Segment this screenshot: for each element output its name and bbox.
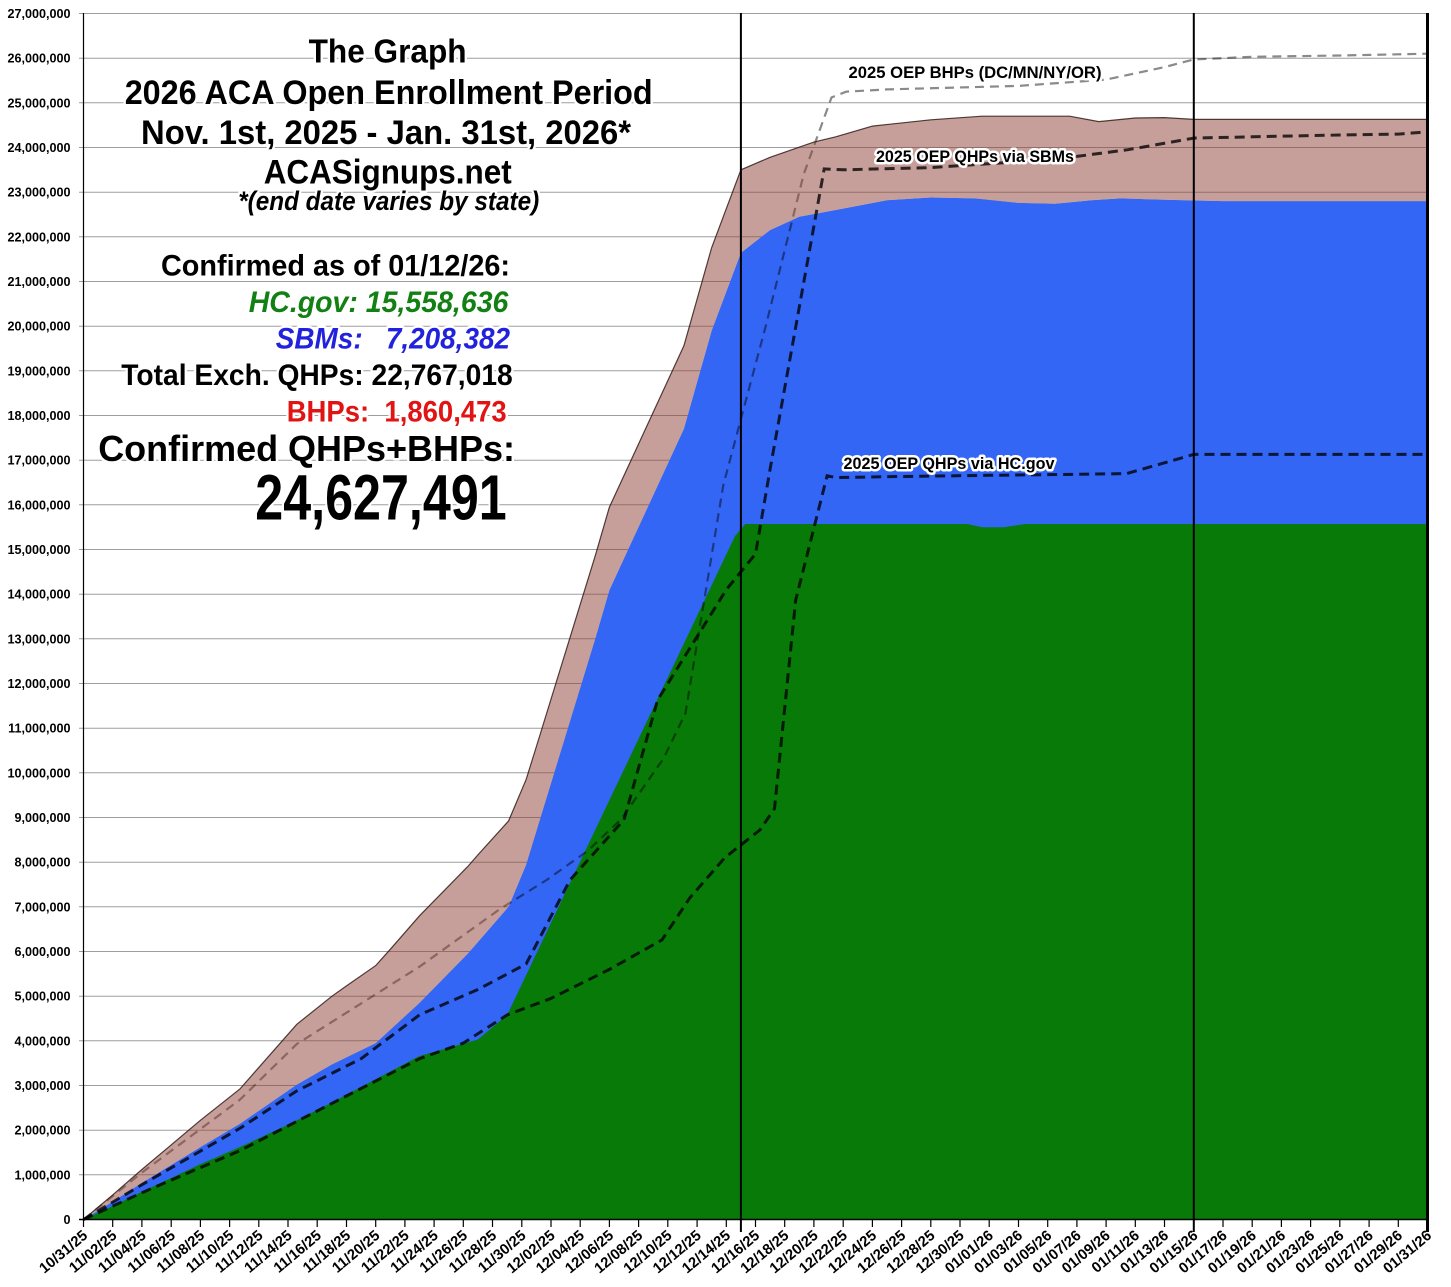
- svg-text:2025 OEP BHPs (DC/MN/NY/OR): 2025 OEP BHPs (DC/MN/NY/OR): [849, 64, 1102, 82]
- svg-text:Confirmed as of 01/12/26:: Confirmed as of 01/12/26:: [161, 250, 510, 283]
- svg-text:14,000,000: 14,000,000: [7, 588, 70, 602]
- svg-text:20,000,000: 20,000,000: [7, 320, 70, 334]
- svg-text:HC.gov: 15,558,636: HC.gov: 15,558,636: [249, 286, 509, 319]
- svg-text:Total Exch. QHPs: 22,767,018: Total Exch. QHPs: 22,767,018: [121, 359, 512, 392]
- svg-text:8,000,000: 8,000,000: [14, 856, 70, 870]
- svg-text:ACASignups.net: ACASignups.net: [264, 154, 512, 192]
- svg-text:2026 ACA Open Enrollment Perio: 2026 ACA Open Enrollment Period: [125, 74, 653, 112]
- svg-text:11,000,000: 11,000,000: [8, 722, 70, 736]
- svg-text:21,000,000: 21,000,000: [7, 275, 70, 289]
- svg-text:2025 OEP QHPs via SBMs: 2025 OEP QHPs via SBMs: [876, 148, 1074, 166]
- svg-text:SBMs: 7,208,382: SBMs: 7,208,382: [276, 323, 510, 356]
- svg-text:22,000,000: 22,000,000: [7, 230, 70, 244]
- svg-text:24,000,000: 24,000,000: [7, 141, 70, 155]
- svg-text:18,000,000: 18,000,000: [7, 409, 70, 423]
- svg-text:9,000,000: 9,000,000: [14, 811, 70, 825]
- svg-text:25,000,000: 25,000,000: [7, 96, 70, 110]
- svg-text:24,627,491: 24,627,491: [255, 462, 506, 534]
- svg-text:Confirmed QHPs+BHPs:: Confirmed QHPs+BHPs:: [98, 428, 515, 469]
- svg-text:0: 0: [63, 1213, 70, 1227]
- svg-text:27,000,000: 27,000,000: [7, 7, 70, 21]
- svg-text:6,000,000: 6,000,000: [14, 945, 70, 959]
- svg-text:19,000,000: 19,000,000: [7, 364, 70, 378]
- svg-text:26,000,000: 26,000,000: [7, 52, 70, 66]
- svg-text:5,000,000: 5,000,000: [14, 990, 70, 1004]
- svg-text:1,000,000: 1,000,000: [14, 1168, 70, 1182]
- svg-text:Nov. 1st, 2025 - Jan. 31st, 20: Nov. 1st, 2025 - Jan. 31st, 2026*: [141, 114, 632, 152]
- svg-text:17,000,000: 17,000,000: [7, 454, 70, 468]
- svg-text:3,000,000: 3,000,000: [14, 1079, 70, 1093]
- svg-text:23,000,000: 23,000,000: [7, 186, 70, 200]
- svg-text:*(end date varies by state): *(end date varies by state): [238, 186, 539, 216]
- svg-text:10,000,000: 10,000,000: [7, 766, 70, 780]
- svg-text:12,000,000: 12,000,000: [7, 677, 70, 691]
- svg-text:2025 OEP QHPs via HC.gov: 2025 OEP QHPs via HC.gov: [844, 455, 1056, 473]
- svg-text:The Graph: The Graph: [309, 33, 467, 70]
- svg-text:15,000,000: 15,000,000: [7, 543, 70, 557]
- svg-text:4,000,000: 4,000,000: [14, 1034, 70, 1048]
- svg-text:13,000,000: 13,000,000: [7, 632, 70, 646]
- svg-text:7,000,000: 7,000,000: [14, 900, 70, 914]
- svg-text:BHPs: 1,860,473: BHPs: 1,860,473: [287, 395, 507, 428]
- svg-text:16,000,000: 16,000,000: [7, 498, 70, 512]
- svg-text:2,000,000: 2,000,000: [14, 1124, 70, 1138]
